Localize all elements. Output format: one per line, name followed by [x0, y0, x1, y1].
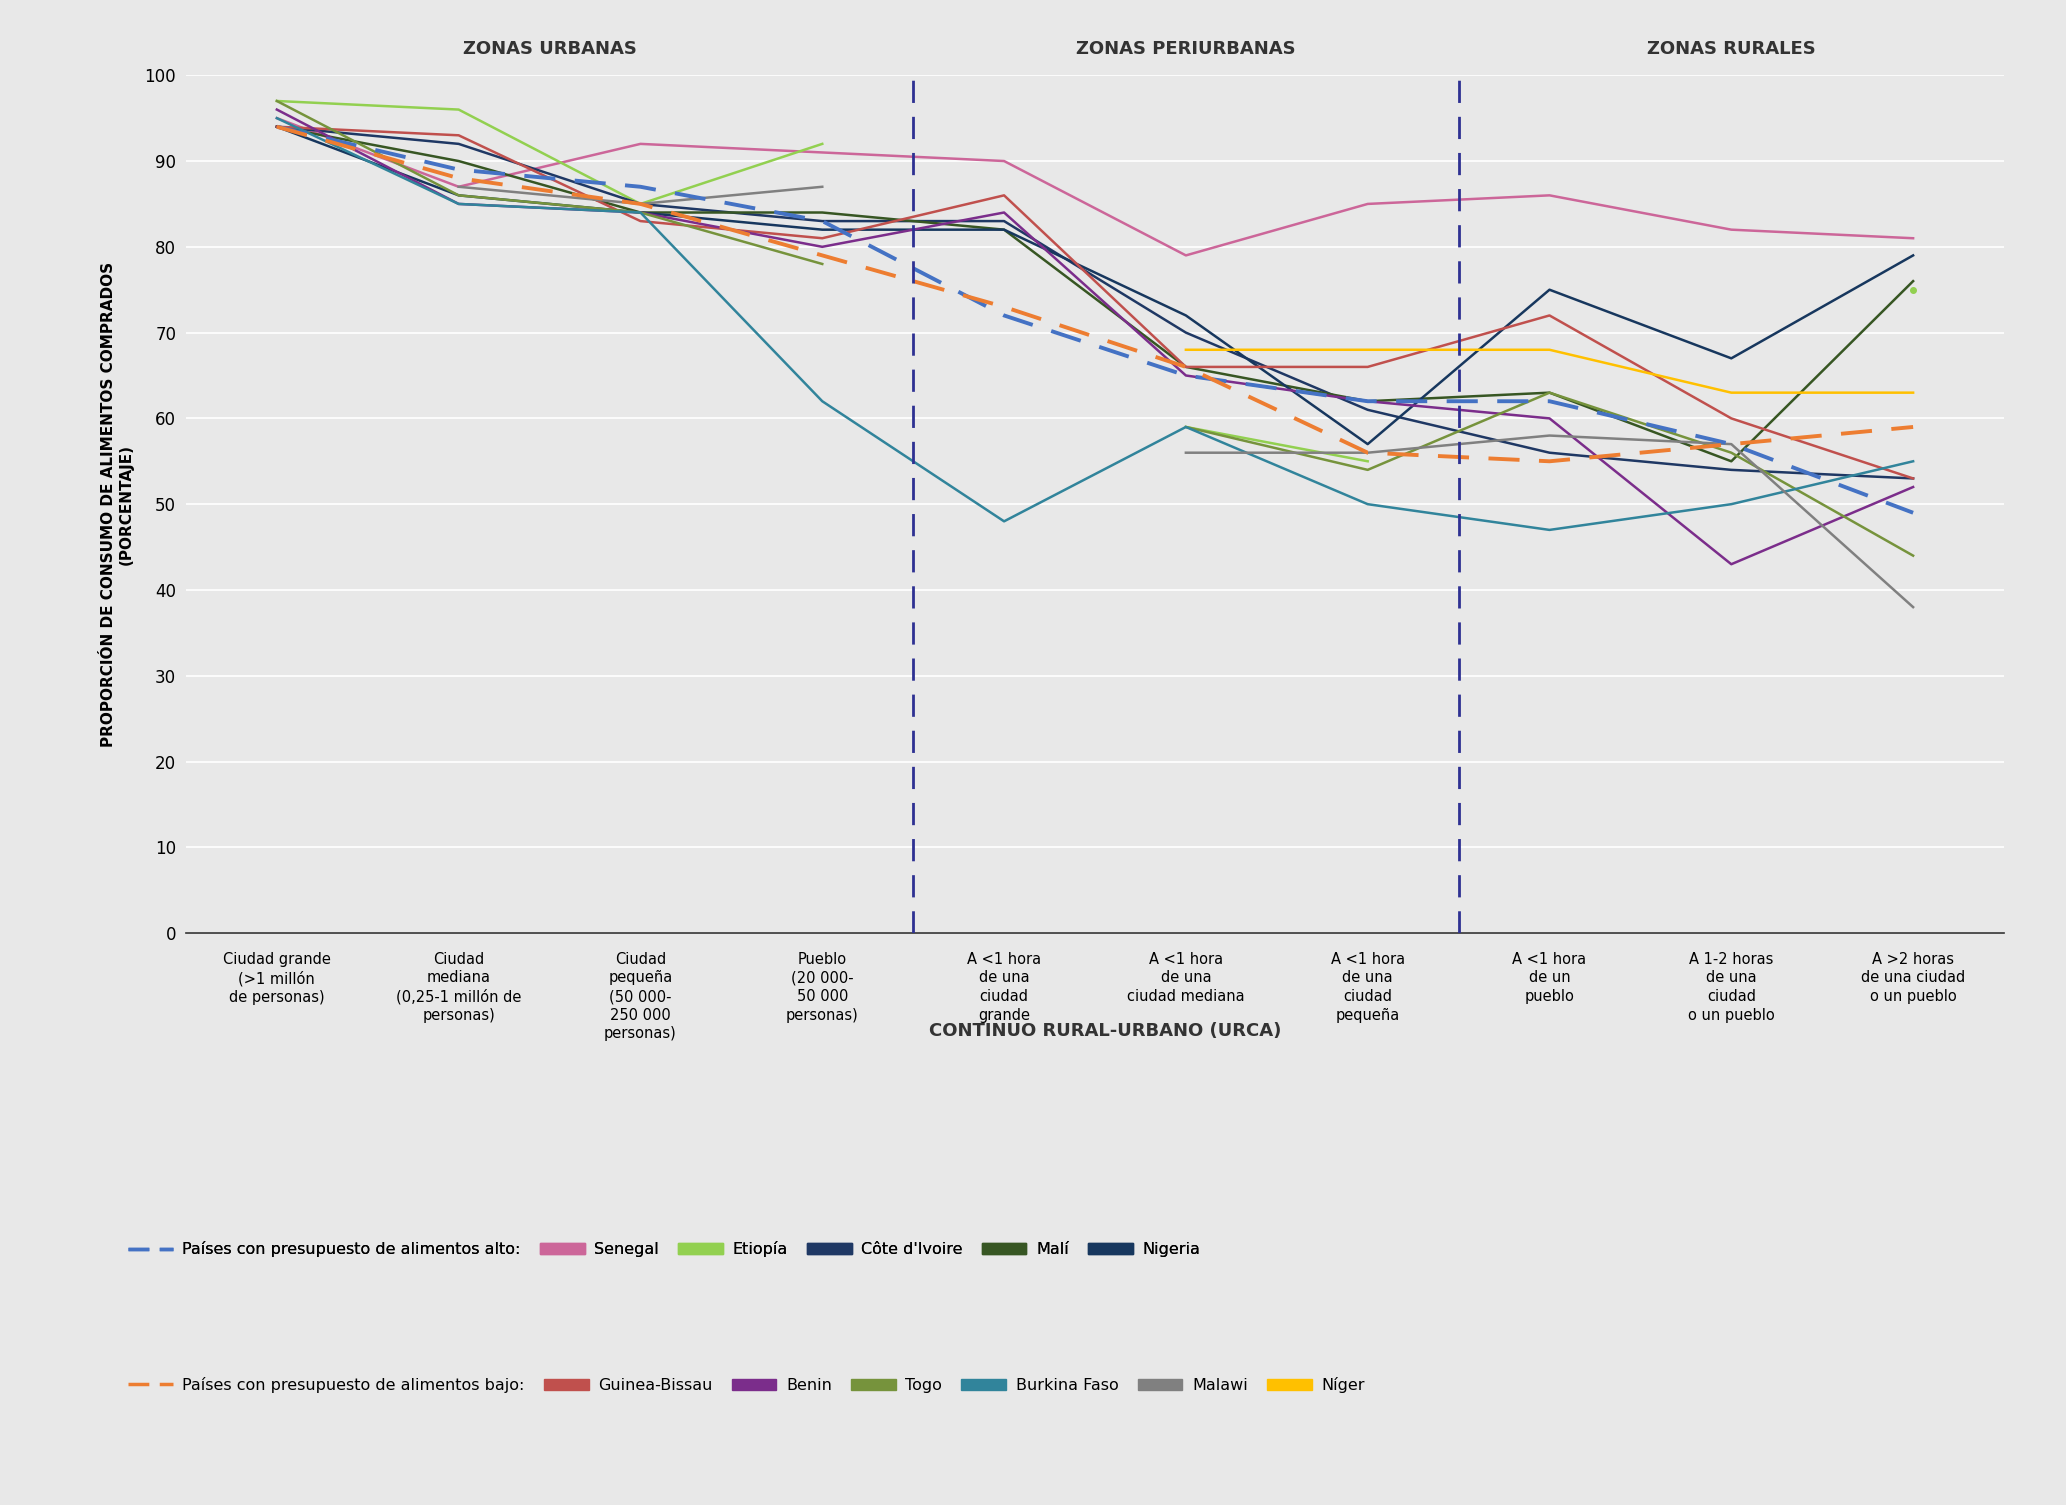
Text: ZONAS URBANAS: ZONAS URBANAS: [463, 41, 636, 59]
Text: ZONAS PERIURBANAS: ZONAS PERIURBANAS: [1076, 41, 1295, 59]
Text: ZONAS RURALES: ZONAS RURALES: [1647, 41, 1816, 59]
Text: CONTINUO RURAL-URBANO (URCA): CONTINUO RURAL-URBANO (URCA): [930, 1022, 1281, 1040]
Legend: Países con presupuesto de alimentos bajo:, Guinea-Bissau, Benin, Togo, Burkina F: Países con presupuesto de alimentos bajo…: [122, 1371, 1372, 1400]
Y-axis label: PROPORCIÓN DE CONSUMO DE ALIMENTOS COMPRADOS
(PORCENTAJE): PROPORCIÓN DE CONSUMO DE ALIMENTOS COMPR…: [101, 262, 134, 746]
Legend: Países con presupuesto de alimentos alto:, Senegal, Etiopía, Côte d'Ivoire, Malí: Países con presupuesto de alimentos alto…: [122, 1236, 1207, 1264]
